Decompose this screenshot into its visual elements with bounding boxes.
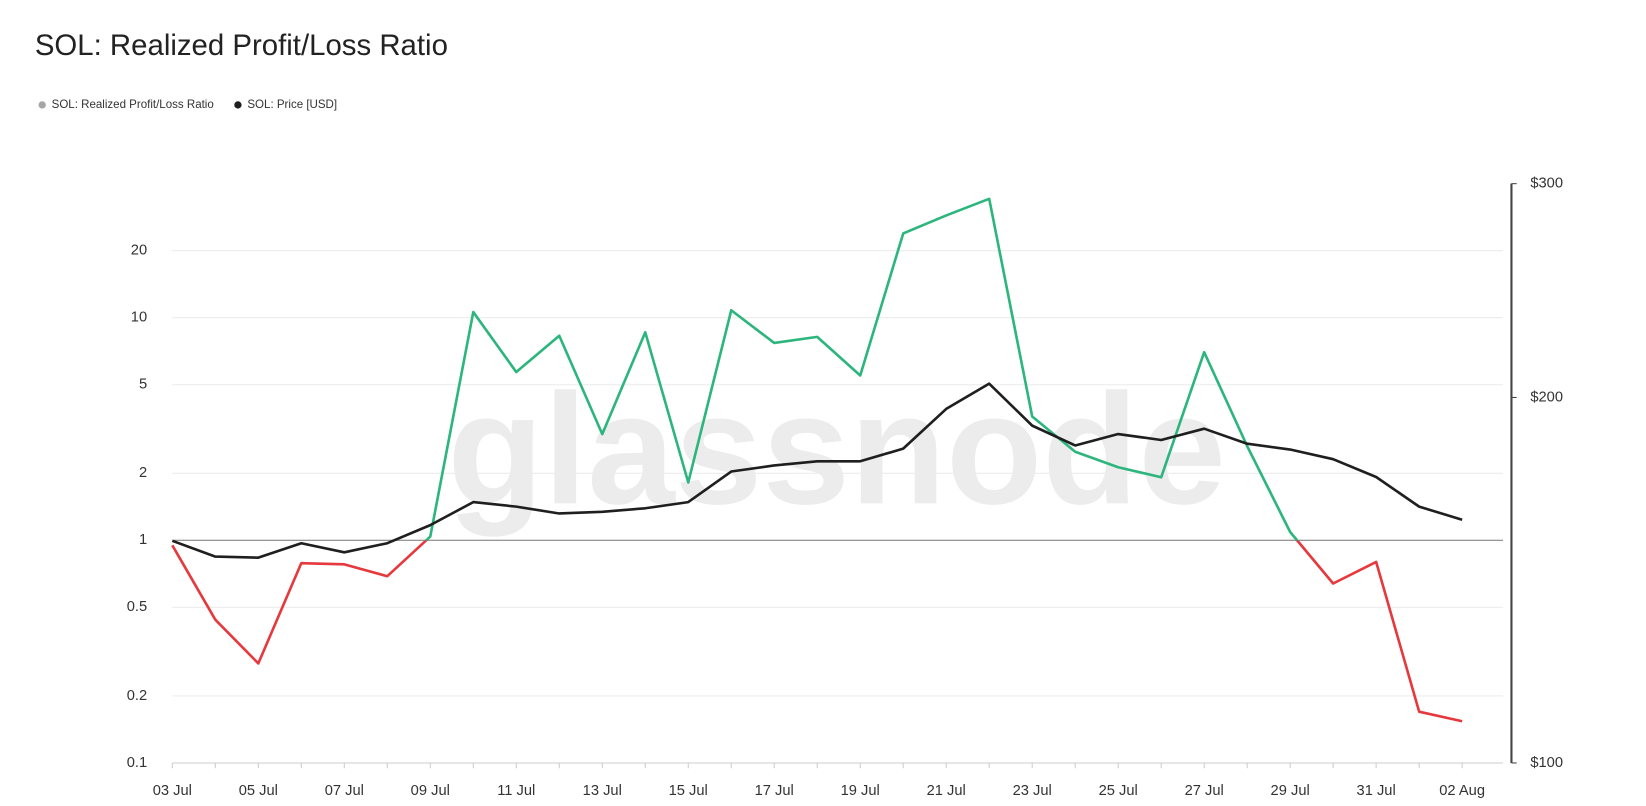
y-tick-label: 0.2: [127, 688, 147, 704]
y2-tick-label: $200: [1530, 389, 1563, 405]
data-line: [171, 382, 1463, 559]
y-tick-label: 1: [139, 532, 147, 548]
x-tick-label: 23 Jul: [1013, 783, 1052, 799]
x-tick-label: 17 Jul: [755, 783, 794, 799]
y-tick-label: 20: [131, 243, 147, 259]
x-tick-label: 07 Jul: [325, 783, 364, 799]
x-tick-label: 21 Jul: [927, 783, 966, 799]
y-tick-label: 0.5: [127, 599, 147, 615]
legend-marker: [38, 101, 46, 109]
y-tick-label: 5: [139, 377, 147, 393]
legend-label: SOL: Realized Profit/Loss Ratio: [52, 99, 214, 111]
y2-tick-label: $300: [1530, 176, 1563, 192]
legend-label: SOL: Price [USD]: [247, 99, 337, 111]
x-tick-label: 27 Jul: [1185, 783, 1224, 799]
legend-marker: [234, 101, 242, 109]
x-tick-label: 05 Jul: [239, 783, 278, 799]
y-tick-label: 10: [131, 310, 147, 326]
x-tick-label: 29 Jul: [1271, 783, 1310, 799]
chart-title: SOL: Realized Profit/Loss Ratio: [35, 29, 448, 62]
x-tick-label: 03 Jul: [153, 783, 192, 799]
data-line: [171, 197, 1463, 723]
x-tick-label: 13 Jul: [583, 783, 622, 799]
x-tick-label: 19 Jul: [841, 783, 880, 799]
x-tick-label: 25 Jul: [1099, 783, 1138, 799]
x-tick-label: 09 Jul: [411, 783, 450, 799]
y-tick-label: 2: [139, 465, 147, 481]
x-tick-label: 31 Jul: [1357, 783, 1396, 799]
x-tick-label: 02 Aug: [1439, 783, 1485, 799]
x-tick-label: 11 Jul: [497, 783, 535, 799]
y2-tick-label: $100: [1530, 755, 1563, 771]
y-tick-label: 0.1: [127, 755, 147, 771]
x-tick-label: 15 Jul: [669, 783, 708, 799]
watermark: glassnode: [447, 361, 1226, 537]
